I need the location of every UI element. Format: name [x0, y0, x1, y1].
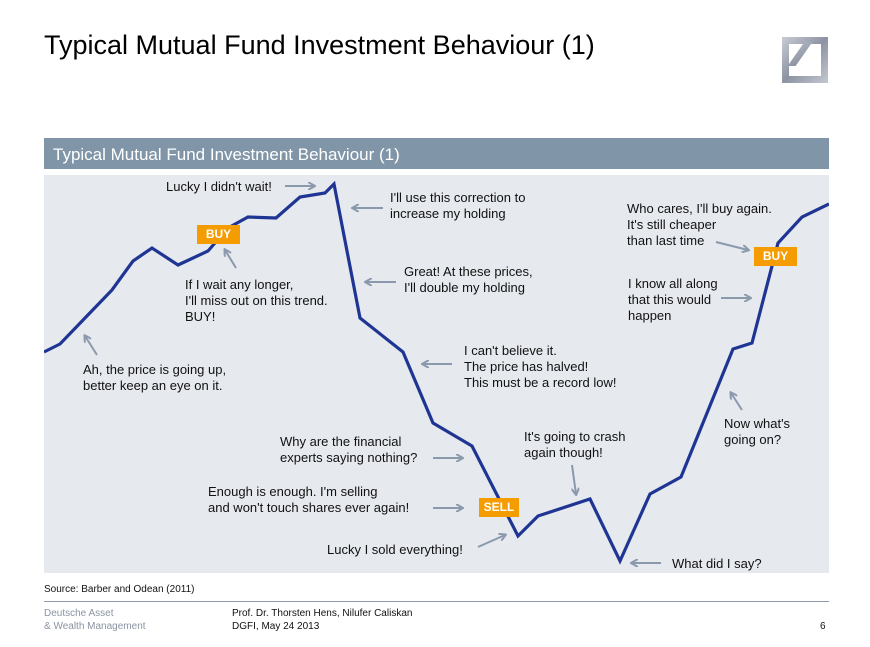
panel-header: Typical Mutual Fund Investment Behaviour…	[44, 138, 829, 169]
buy-tag: BUY	[754, 247, 797, 266]
price-chart	[44, 180, 829, 573]
annotation-use-correction: I'll use this correction to increase my …	[390, 190, 526, 221]
footer-org: Deutsche Asset & Wealth Management	[44, 608, 146, 632]
annotation-enough: Enough is enough. I'm selling and won't …	[208, 484, 410, 515]
footer-authors: Prof. Dr. Thorsten Hens, Nilufer Caliska…	[232, 608, 413, 632]
behaviour-diagram	[44, 175, 829, 573]
annotation-price-going-up: Ah, the price is going up, better keep a…	[83, 362, 227, 393]
annotation-price-halved: I can't believe it. The price has halved…	[464, 343, 617, 390]
page-number: 6	[820, 621, 826, 632]
sell-tag: SELL	[479, 498, 519, 517]
annotation-miss-trend: If I wait any longer, I'll miss out on t…	[185, 277, 328, 324]
buy-tag: BUY	[197, 225, 240, 244]
arrow	[731, 393, 743, 411]
annotation-buy-again: Who cares, I'll buy again. It's still ch…	[627, 201, 772, 248]
annotation-what-did-i-say: What did I say?	[672, 556, 762, 571]
price-line	[44, 180, 829, 565]
slide-title: Typical Mutual Fund Investment Behaviour…	[44, 30, 595, 60]
annotation-crash-again: It's going to crash again though!	[524, 429, 626, 460]
footer-divider	[44, 601, 829, 602]
annotation-double-holding: Great! At these prices, I'll double my h…	[404, 264, 533, 295]
annotation-lucky-sold: Lucky I sold everything!	[327, 542, 463, 557]
annotation-lucky-didnt-wait: Lucky I didn't wait!	[166, 179, 272, 194]
arrow	[477, 535, 505, 548]
arrow	[571, 464, 576, 494]
panel-title: Typical Mutual Fund Investment Behaviour…	[53, 145, 400, 164]
arrow	[225, 250, 237, 269]
annotation-now-whats-going-on: Now what's going on?	[724, 416, 791, 447]
annotation-knew-all-along: I know all along that this would happen	[628, 276, 718, 323]
arrow	[715, 241, 748, 250]
deutsche-bank-logo	[782, 37, 828, 83]
arrow	[85, 336, 98, 356]
source-note: Source: Barber and Odean (2011)	[44, 584, 195, 595]
annotation-experts-nothing: Why are the financial experts saying not…	[280, 434, 418, 465]
